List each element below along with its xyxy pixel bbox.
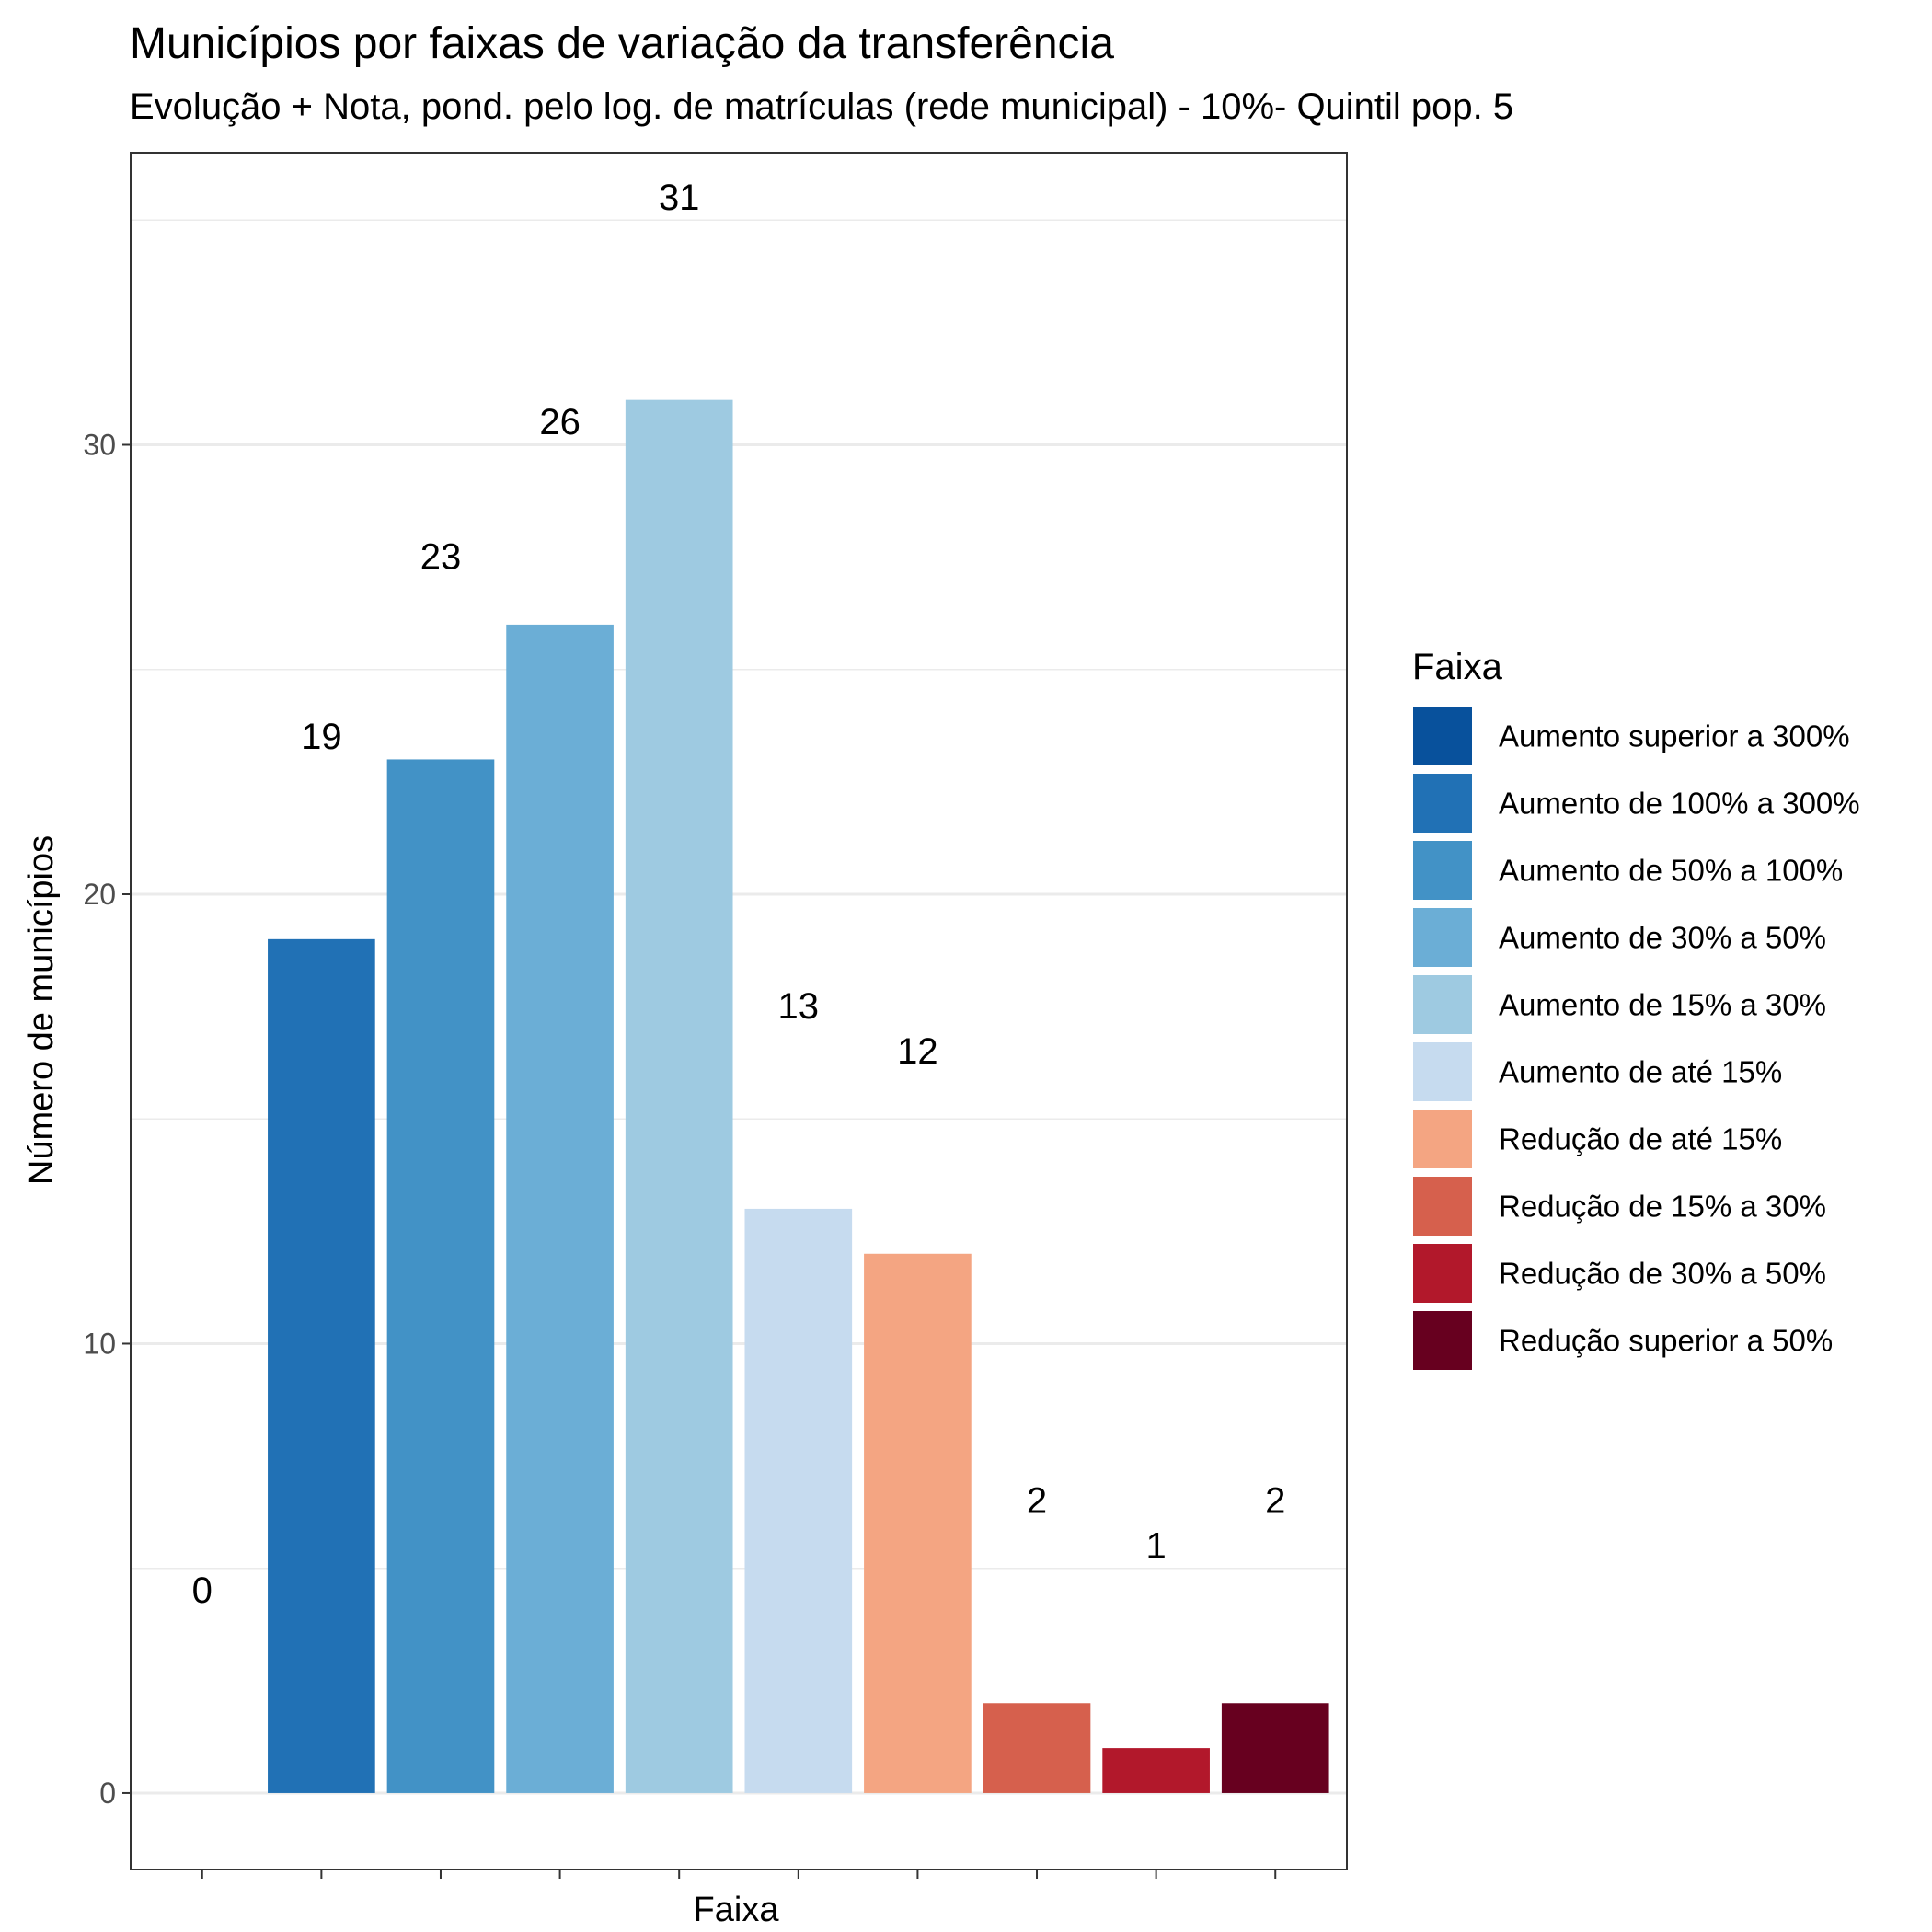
x-axis-title: Faixa [694, 1891, 780, 1929]
data-label: 19 [301, 717, 342, 757]
y-tick-label: 30 [83, 429, 116, 462]
data-label: 1 [1146, 1525, 1167, 1566]
legend-swatch [1412, 907, 1473, 968]
chart-subtitle: Evolução + Nota, pond. pelo log. de matr… [130, 86, 1513, 127]
y-axis: 0 10 20 30 [83, 429, 131, 1810]
legend-label: Aumento de 30% a 50% [1499, 921, 1826, 955]
legend-swatch [1412, 974, 1473, 1035]
bar [1102, 1748, 1210, 1793]
y-tick-label: 10 [83, 1327, 116, 1360]
legend-swatch [1412, 840, 1473, 901]
legend-label: Redução de até 15% [1499, 1122, 1782, 1156]
bar [744, 1209, 852, 1793]
legend-label: Aumento de 15% a 30% [1499, 988, 1826, 1022]
data-label: 12 [897, 1031, 938, 1072]
legend-label: Redução de 30% a 50% [1499, 1257, 1826, 1291]
legend-swatch [1412, 1243, 1473, 1304]
bar [983, 1703, 1091, 1793]
bar [387, 759, 495, 1793]
y-tick-label: 20 [83, 878, 116, 911]
data-label: 13 [778, 986, 820, 1027]
legend-swatch [1412, 1109, 1473, 1169]
legend: Faixa Aumento superior a 300% Aumento de … [1412, 647, 1860, 1371]
legend-label: Aumento superior a 300% [1499, 719, 1850, 753]
legend-swatch [1412, 1041, 1473, 1102]
data-label: 2 [1027, 1480, 1047, 1521]
legend-swatch [1412, 1310, 1473, 1371]
legend-items: Aumento superior a 300% Aumento de 100% a… [1412, 706, 1860, 1371]
x-axis [202, 1869, 1275, 1879]
bar [864, 1254, 972, 1793]
bar [626, 400, 733, 1793]
data-label: 26 [539, 402, 581, 443]
bar [1222, 1703, 1329, 1793]
legend-label: Aumento de 50% a 100% [1499, 854, 1843, 888]
data-label: 31 [659, 178, 700, 218]
legend-swatch [1412, 773, 1473, 834]
legend-label: Aumento de 100% a 300% [1499, 787, 1860, 821]
legend-swatch [1412, 706, 1473, 766]
legend-swatch [1412, 1176, 1473, 1236]
data-label: 23 [420, 537, 462, 578]
bar [268, 939, 375, 1793]
legend-title: Faixa [1412, 647, 1503, 687]
data-label: 0 [192, 1570, 213, 1611]
bar [506, 625, 614, 1793]
chart-title: Municípios por faixas de variação da tra… [130, 19, 1114, 68]
legend-label: Redução superior a 50% [1499, 1324, 1833, 1358]
legend-label: Aumento de até 15% [1499, 1055, 1782, 1089]
legend-label: Redução de 15% a 30% [1499, 1190, 1826, 1224]
data-label: 2 [1265, 1480, 1285, 1521]
y-tick-label: 0 [99, 1777, 116, 1810]
y-axis-title: Número de municípios [22, 835, 61, 1185]
